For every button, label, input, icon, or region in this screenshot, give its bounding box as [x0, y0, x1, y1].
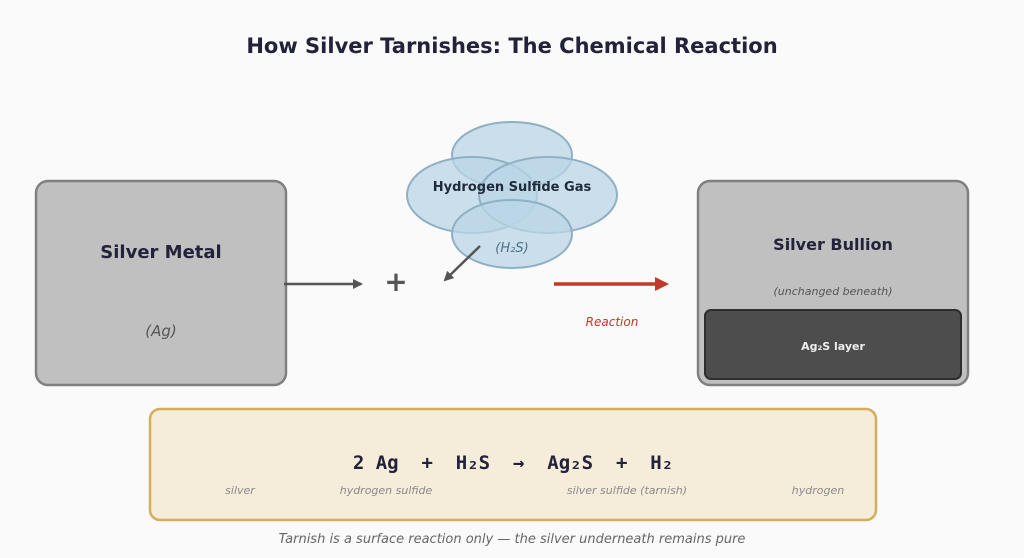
plus-sign: +: [384, 265, 408, 298]
tarnish-layer: [704, 309, 962, 380]
gas-label: Hydrogen Sulfide Gas: [432, 180, 592, 195]
tarnish-layer-label: Ag₂S layer: [801, 340, 865, 353]
silver-metal-box: [34, 179, 288, 387]
chemical-equation: 2 Ag + H₂S → Ag₂S + H₂: [352, 452, 674, 474]
term-silver-sulfide: silver sulfide (tarnish): [566, 484, 688, 497]
gas-formula: (H₂S): [495, 241, 529, 256]
term-silver: silver: [225, 484, 255, 497]
diagram-title: How Silver Tarnishes: The Chemical React…: [246, 34, 778, 58]
gas-arrow: [443, 245, 481, 282]
equation-box: [148, 407, 878, 522]
silver-metal-formula: (Ag): [145, 322, 177, 340]
gas-cloud: [406, 121, 618, 269]
bullion-note: (unchanged beneath): [773, 285, 893, 298]
term-hydrogen-sulfide: hydrogen sulfide: [339, 484, 433, 497]
cloud-puff-bottom: [451, 199, 573, 269]
silver-bullion-label: Silver Bullion: [773, 235, 893, 254]
reaction-label: Reaction: [585, 315, 639, 329]
silver-metal-label: Silver Metal: [100, 242, 222, 263]
term-hydrogen: hydrogen: [791, 484, 845, 497]
footnote: Tarnish is a surface reaction only — the…: [278, 532, 746, 547]
